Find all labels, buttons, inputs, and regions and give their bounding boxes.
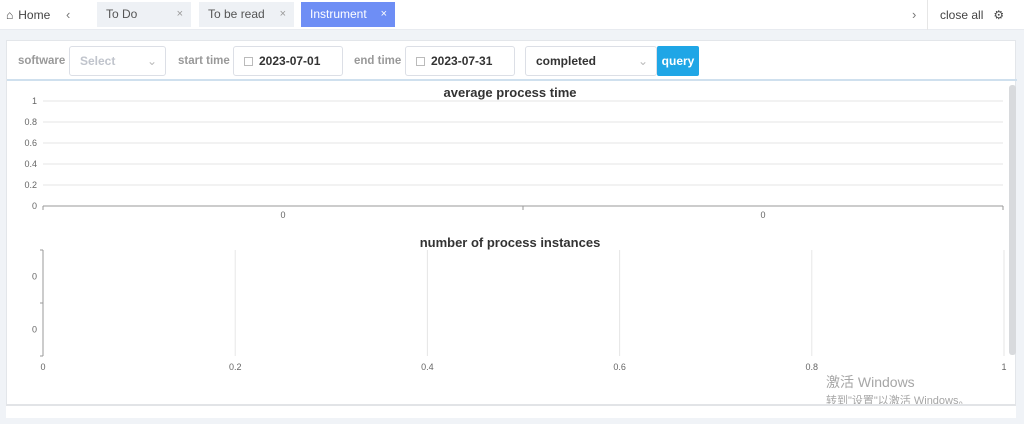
y-tick-label: 0.6 — [24, 138, 37, 148]
start-time-input[interactable]: 2023-07-01 — [233, 46, 343, 76]
chart-title: number of process instances — [420, 235, 601, 250]
status-select[interactable]: completed ⌄ — [525, 46, 657, 76]
scroll-left-icon[interactable]: ‹ — [66, 7, 71, 22]
x-tick-label: 0 — [280, 210, 285, 220]
gear-icon[interactable]: ⚙ — [993, 8, 1005, 22]
close-all-label: close all — [940, 8, 984, 22]
start-time-label: start time — [178, 55, 230, 67]
chevron-down-icon: ⌄ — [637, 54, 648, 68]
calendar-icon — [416, 57, 425, 66]
query-button[interactable]: query — [657, 46, 699, 76]
x-tick-label: 1 — [1001, 362, 1006, 372]
tab-label: To be read — [208, 7, 265, 21]
x-tick-label: 0.8 — [806, 362, 819, 372]
vertical-scrollbar[interactable] — [1009, 85, 1016, 355]
end-time-label: end time — [354, 55, 402, 67]
scroll-right-icon[interactable]: › — [912, 7, 917, 22]
tab-todo[interactable]: To Do × — [97, 2, 191, 27]
filter-bar: software Select ⌄ start time 2023-07-01 e… — [7, 41, 1017, 81]
y-tick-label: 0.4 — [24, 159, 37, 169]
close-icon[interactable]: × — [176, 8, 183, 20]
end-time-value: 2023-07-31 — [431, 54, 493, 68]
software-select[interactable]: Select ⌄ — [69, 46, 166, 76]
y-tick-label: 0.8 — [24, 117, 37, 127]
watermark-line1: 激活 Windows — [826, 374, 915, 390]
panel-footer — [6, 404, 1016, 418]
home-icon: ⌂ — [6, 8, 14, 22]
tab-label: Instrument — [310, 7, 367, 21]
tab-label: To Do — [106, 7, 138, 21]
tab-instrument[interactable]: Instrument × — [301, 2, 395, 27]
tab-to-be-read[interactable]: To be read × — [199, 2, 294, 27]
y-tick-label: 0 — [32, 325, 37, 335]
close-all-button[interactable]: close all ⚙ — [927, 0, 1024, 30]
chart-title: average process time — [444, 85, 577, 100]
x-tick-label: 0.2 — [229, 362, 242, 372]
chevron-down-icon: ⌄ — [146, 54, 157, 68]
status-value: completed — [536, 54, 597, 68]
y-tick-label: 0 — [32, 201, 37, 211]
y-tick-label: 1 — [32, 96, 37, 106]
x-tick-label: 0 — [760, 210, 765, 220]
start-time-value: 2023-07-01 — [259, 54, 321, 68]
x-tick-label: 0.6 — [613, 362, 626, 372]
tab-home[interactable]: ⌂ Home — [6, 8, 50, 22]
y-tick-label: 0.2 — [24, 180, 37, 190]
x-tick-label: 0.4 — [421, 362, 434, 372]
calendar-icon — [244, 57, 253, 66]
end-time-input[interactable]: 2023-07-31 — [405, 46, 515, 76]
software-placeholder: Select — [80, 54, 116, 68]
x-tick-label: 0 — [40, 362, 45, 372]
close-icon[interactable]: × — [279, 8, 286, 20]
home-label: Home — [18, 8, 51, 22]
software-label: software — [18, 55, 66, 67]
close-icon[interactable]: × — [380, 8, 387, 20]
tab-bar: ⌂ Home ‹ To Do × To be read × Instrument × ›… — [0, 0, 1024, 30]
y-tick-label: 0 — [32, 272, 37, 282]
